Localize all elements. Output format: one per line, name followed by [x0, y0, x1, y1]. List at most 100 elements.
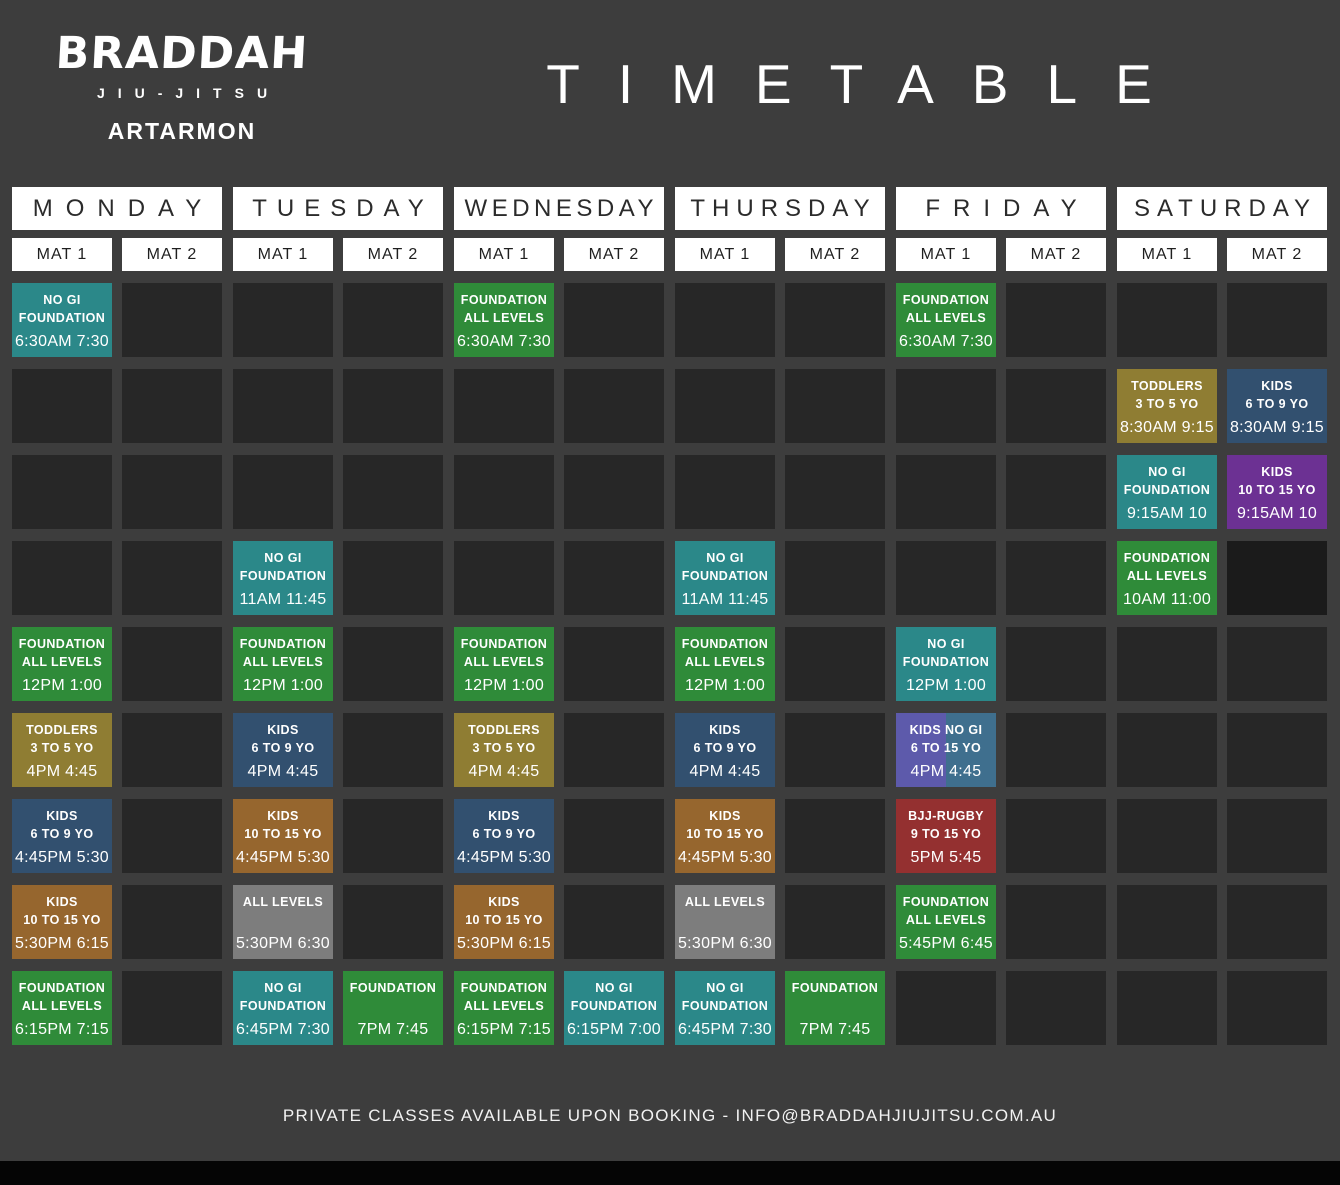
empty-slot: [343, 455, 443, 529]
empty-slot: [1117, 627, 1217, 701]
empty-slot: [12, 455, 112, 529]
class-name: KIDS 6 TO 9 YO: [472, 809, 536, 842]
empty-slot: [1006, 541, 1106, 615]
class-block-foundation: FOUNDATION 7PM 7:45: [343, 971, 443, 1045]
page-title: TIMETABLE: [546, 53, 1190, 115]
class-name: KIDS 10 TO 15 YO: [1238, 465, 1316, 498]
class-block-nogi: NO GI FOUNDATION 6:30AM 7:30: [12, 283, 112, 357]
blackout-slot: [1227, 541, 1327, 615]
class-block-foundation: FOUNDATION ALL LEVELS 6:30AM 7:30: [896, 283, 996, 357]
empty-slot: [122, 971, 222, 1045]
day-column-monday: MONDAY MAT 1 MAT 2 NO GI FOUNDATION 6:30AM 7:…: [12, 187, 222, 1045]
class-time: 11AM 11:45: [681, 591, 769, 608]
empty-slot: [1117, 799, 1217, 873]
empty-slot: [343, 627, 443, 701]
class-name: KIDS 6 TO 9 YO: [30, 809, 94, 842]
class-block-foundation: FOUNDATION ALL LEVELS 6:15PM 7:15: [454, 971, 554, 1045]
mat-header: MAT 1: [1117, 238, 1217, 271]
class-block-bjj_rugby: BJJ-RUGBY 9 TO 15 YO 5PM 5:45: [896, 799, 996, 873]
empty-slot: [564, 541, 664, 615]
class-name: ALL LEVELS: [242, 895, 324, 909]
brand-block: BRADDAH JIU-JITSU ARTARMON: [38, 28, 326, 145]
mat-grid: MAT 1 MAT 2 NO GI FOUNDATION 11AM 11:45 FOUND…: [233, 238, 443, 1045]
empty-slot: [343, 799, 443, 873]
empty-slot: [1006, 283, 1106, 357]
day-header: WEDNESDAY: [454, 187, 664, 230]
class-block-foundation: FOUNDATION ALL LEVELS 5:45PM 6:45: [896, 885, 996, 959]
class-name: FOUNDATION: [791, 981, 879, 995]
empty-slot: [122, 627, 222, 701]
empty-slot: [785, 283, 885, 357]
class-block-all_levels: ALL LEVELS 5:30PM 6:30: [675, 885, 775, 959]
class-time: 4:45PM 5:30: [14, 849, 110, 866]
class-time: 6:30AM 7:30: [898, 333, 994, 350]
class-time: 6:15PM 7:15: [14, 1021, 110, 1038]
class-time: 4:45PM 5:30: [456, 849, 552, 866]
class-time: 7PM 7:45: [799, 1021, 871, 1038]
class-name: FOUNDATION ALL LEVELS: [460, 637, 548, 670]
class-block-kids_6_9: KIDS 6 TO 9 YO 4PM 4:45: [675, 713, 775, 787]
empty-slot: [675, 455, 775, 529]
class-time: 8:30AM 9:15: [1119, 419, 1215, 436]
class-name: KIDS 10 TO 15 YO: [23, 895, 101, 928]
empty-slot: [233, 283, 333, 357]
empty-slot: [1006, 799, 1106, 873]
mat-grid: MAT 1 MAT 2 NO GI FOUNDATION 6:30AM 7:30 FOUN…: [12, 238, 222, 1045]
class-block-foundation: FOUNDATION ALL LEVELS 10AM 11:00: [1117, 541, 1217, 615]
mat-grid: MAT 1 MAT 2 TODDLERS 3 TO 5 YO 8:30AM 9:15 KI…: [1117, 238, 1327, 1045]
empty-slot: [1227, 885, 1327, 959]
empty-slot: [343, 283, 443, 357]
class-block-toddlers: TODDLERS 3 TO 5 YO 8:30AM 9:15: [1117, 369, 1217, 443]
empty-slot: [343, 885, 443, 959]
mat-header: MAT 2: [122, 238, 222, 271]
brand-logo: BRADDAH: [54, 28, 310, 79]
empty-slot: [454, 369, 554, 443]
empty-slot: [343, 369, 443, 443]
empty-slot: [675, 283, 775, 357]
empty-slot: [1006, 627, 1106, 701]
class-name: FOUNDATION ALL LEVELS: [902, 895, 990, 928]
day-header: FRIDAY: [896, 187, 1106, 230]
mat-header: MAT 1: [675, 238, 775, 271]
empty-slot: [564, 713, 664, 787]
class-time: 5:30PM 6:30: [235, 935, 331, 952]
empty-slot: [785, 799, 885, 873]
class-block-foundation: FOUNDATION 7PM 7:45: [785, 971, 885, 1045]
day-column-saturday: SATURDAY MAT 1 MAT 2 TODDLERS 3 TO 5 YO 8:30A…: [1117, 187, 1327, 1045]
class-name: KIDS NO GI 6 TO 15 YO: [909, 723, 983, 756]
class-time: 7PM 7:45: [357, 1021, 429, 1038]
empty-slot: [454, 541, 554, 615]
empty-slot: [675, 369, 775, 443]
class-block-foundation: FOUNDATION ALL LEVELS 12PM 1:00: [233, 627, 333, 701]
class-name: TODDLERS 3 TO 5 YO: [468, 723, 540, 756]
class-block-nogi: NO GI FOUNDATION 11AM 11:45: [675, 541, 775, 615]
class-name: FOUNDATION: [349, 981, 437, 995]
empty-slot: [1006, 713, 1106, 787]
empty-slot: [785, 541, 885, 615]
class-time: 6:45PM 7:30: [235, 1021, 331, 1038]
empty-slot: [1006, 971, 1106, 1045]
class-time: 12PM 1:00: [21, 677, 103, 694]
empty-slot: [785, 713, 885, 787]
empty-slot: [1227, 627, 1327, 701]
mat-header: MAT 1: [233, 238, 333, 271]
empty-slot: [896, 455, 996, 529]
empty-slot: [343, 713, 443, 787]
mat-grid: MAT 1 MAT 2 FOUNDATION ALL LEVELS 6:30AM 7:3…: [896, 238, 1106, 1045]
class-name: ALL LEVELS: [684, 895, 766, 909]
class-block-nogi: NO GI FOUNDATION 6:15PM 7:00: [564, 971, 664, 1045]
class-name: FOUNDATION ALL LEVELS: [18, 981, 106, 1014]
empty-slot: [1117, 713, 1217, 787]
empty-slot: [1006, 455, 1106, 529]
empty-slot: [1227, 971, 1327, 1045]
day-column-tuesday: TUESDAY MAT 1 MAT 2 NO GI FOUNDATION 11AM 11:…: [233, 187, 443, 1045]
timetable-grid: MONDAY MAT 1 MAT 2 NO GI FOUNDATION 6:30AM 7:…: [12, 187, 1327, 1045]
class-name: FOUNDATION ALL LEVELS: [1123, 551, 1211, 584]
class-block-foundation: FOUNDATION ALL LEVELS 12PM 1:00: [12, 627, 112, 701]
class-block-foundation: FOUNDATION ALL LEVELS 6:30AM 7:30: [454, 283, 554, 357]
mat-header: MAT 2: [564, 238, 664, 271]
class-time: 6:15PM 7:15: [456, 1021, 552, 1038]
empty-slot: [122, 283, 222, 357]
class-block-foundation: FOUNDATION ALL LEVELS 6:15PM 7:15: [12, 971, 112, 1045]
class-time: 6:15PM 7:00: [566, 1021, 662, 1038]
